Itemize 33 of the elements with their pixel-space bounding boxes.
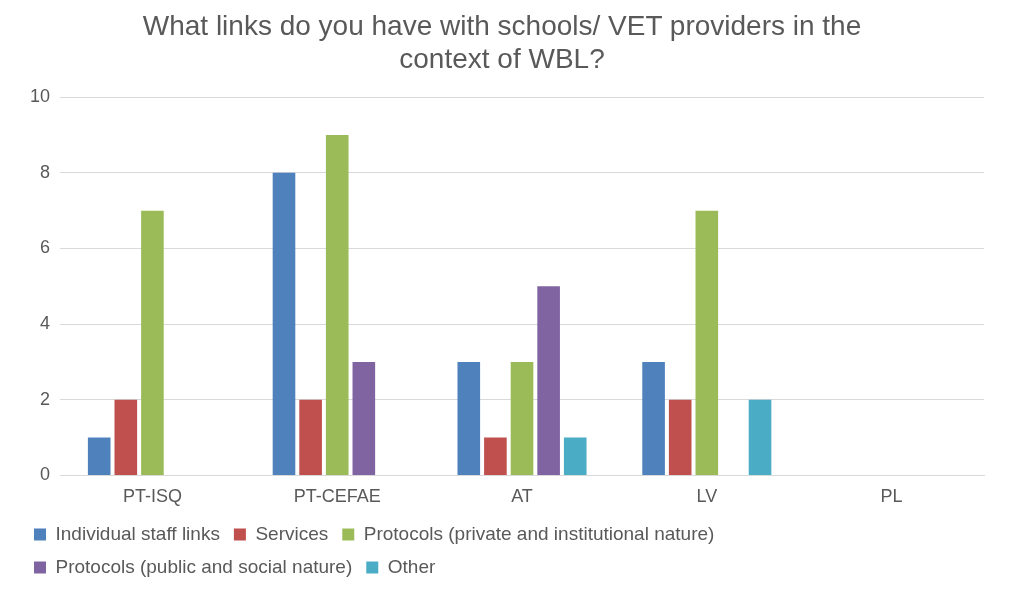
y-tick-label: 8 bbox=[40, 161, 51, 182]
y-tick-label: 6 bbox=[40, 237, 51, 258]
bar bbox=[352, 361, 376, 475]
bar bbox=[484, 437, 507, 475]
legend-label: Services bbox=[255, 522, 329, 544]
y-tick-label: 4 bbox=[40, 313, 51, 334]
y-tick-label: 10 bbox=[29, 86, 51, 107]
bar bbox=[299, 399, 322, 475]
bar bbox=[141, 210, 164, 475]
bar bbox=[510, 361, 534, 475]
legend-label: Other bbox=[387, 555, 436, 577]
x-tick-label: LV bbox=[696, 486, 718, 507]
bar bbox=[87, 437, 111, 475]
legend-label: Protocols (private and institutional nature) bbox=[363, 522, 715, 544]
x-tick-label: PT-CEFAE bbox=[293, 486, 381, 507]
bar bbox=[325, 135, 349, 475]
bar bbox=[537, 286, 560, 475]
chart-title: What links do you have with schools/ VET providers in the context of WBL? bbox=[142, 9, 862, 75]
bar bbox=[457, 361, 481, 475]
x-tick-label: PT-ISQ bbox=[122, 486, 182, 507]
bar bbox=[695, 210, 719, 475]
y-tick-label: 0 bbox=[40, 464, 51, 485]
bar bbox=[272, 172, 296, 475]
legend-label: Individual staff links bbox=[55, 522, 220, 544]
bar bbox=[668, 399, 692, 475]
legend-label: Protocols (public and social nature) bbox=[55, 555, 353, 577]
bar bbox=[114, 399, 138, 475]
bar bbox=[748, 399, 772, 475]
x-tick-label: PL bbox=[880, 486, 903, 507]
bar bbox=[563, 437, 587, 475]
bar bbox=[642, 361, 665, 475]
y-tick-label: 2 bbox=[40, 388, 51, 409]
x-tick-label: AT bbox=[511, 486, 533, 507]
